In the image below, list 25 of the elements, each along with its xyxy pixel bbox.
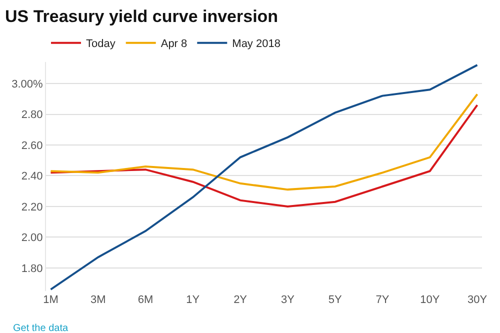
x-tick-label: 30Y xyxy=(467,294,488,306)
x-tick-label: 3Y xyxy=(280,294,296,306)
legend-label: Today xyxy=(86,38,116,50)
x-tick-label: 6M xyxy=(138,294,154,306)
y-tick-label: 2.20 xyxy=(21,201,43,214)
line-series xyxy=(50,64,478,290)
line-series xyxy=(50,93,478,191)
x-tick-label: 2Y xyxy=(234,294,248,306)
y-tick-label: 2.80 xyxy=(21,109,43,122)
x-tick-label: 5Y xyxy=(328,294,342,306)
y-tick-label: 1.80 xyxy=(21,262,43,275)
line-series xyxy=(50,104,478,208)
y-tick-label: 2.00 xyxy=(21,232,43,244)
text: Get the data xyxy=(13,323,68,333)
y-tick-label: 3.00% xyxy=(12,78,44,90)
x-tick-label: 7Y xyxy=(376,294,390,306)
y-tick-label: 2.60 xyxy=(21,140,43,152)
y-tick-label: 2.40 xyxy=(21,170,43,183)
legend-label: May 2018 xyxy=(232,38,280,50)
legend-label: Apr 8 xyxy=(160,38,188,50)
chart-title: US Treasury yield curve inversion xyxy=(5,6,278,26)
x-tick-label: 1M xyxy=(43,294,58,306)
x-tick-label: 10Y xyxy=(420,294,440,306)
x-tick-label: 3M xyxy=(90,294,106,306)
x-tick-label: 1Y xyxy=(186,294,200,306)
